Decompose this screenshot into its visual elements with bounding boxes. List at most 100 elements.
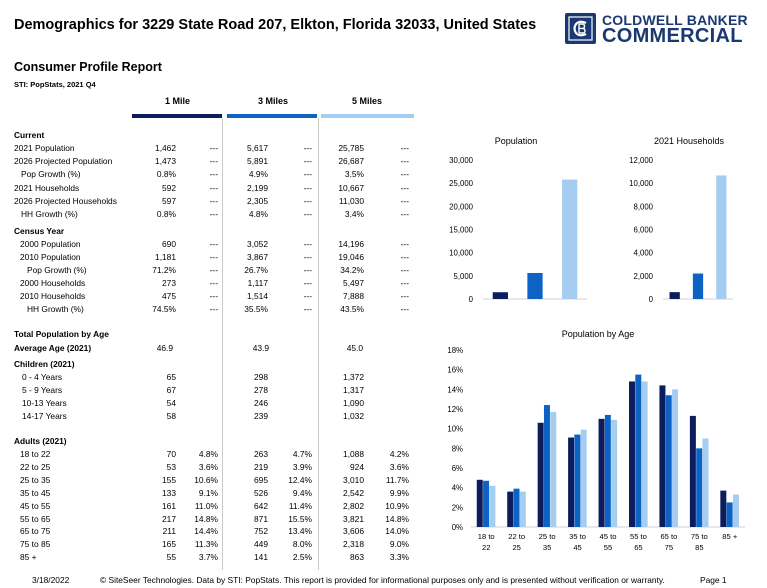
row-label: 22 to 25	[20, 461, 51, 472]
cell-pct-3-miles: ---	[303, 195, 312, 206]
age-bar	[598, 418, 605, 527]
cell-1-mile: 67	[166, 384, 176, 395]
households-chart: 2021 Households 0 2,000 4,000 6,000 8,000 10,0…	[629, 136, 733, 304]
age-bar	[513, 488, 520, 527]
bar-1-mile	[492, 292, 508, 299]
row-label: 0 - 4 Years	[22, 372, 63, 382]
cell-1-mile: 211	[162, 526, 176, 537]
cell-5-miles: 863	[350, 552, 364, 563]
cell-pct-1-mile: 14.4%	[194, 526, 218, 537]
row-label: 2000 Population	[20, 239, 81, 249]
logo-mark-icon	[565, 13, 596, 44]
section-adults: Adults (2021)	[14, 436, 67, 446]
age-bar	[689, 415, 696, 527]
row-label: 85 +	[20, 552, 37, 563]
cell-1-mile: 161	[162, 500, 176, 511]
cell-pct-1-mile: ---	[209, 290, 218, 301]
age-bar	[672, 389, 679, 527]
cell-pct-5-miles: ---	[400, 239, 409, 249]
cell-pct-5-miles: 3.6%	[389, 461, 409, 472]
cell-pct-5-miles: ---	[400, 303, 409, 314]
cell-5-miles: 1,090	[343, 397, 364, 408]
age-bar	[665, 395, 672, 527]
age-bar	[628, 381, 635, 527]
cell-1-mile: 165	[162, 539, 176, 550]
row-label: 65 to 75	[20, 526, 51, 537]
cell-pct-3-miles: ---	[303, 277, 312, 288]
column-divider	[318, 118, 319, 570]
cell-5-miles: 26,687	[338, 156, 364, 167]
age-bar	[726, 502, 733, 527]
row-label: 2026 Projected Population	[14, 156, 113, 167]
cell-pct-5-miles: ---	[400, 277, 409, 288]
x-tick-label-top: 75 to	[691, 532, 708, 541]
cell-pct-1-mile: ---	[209, 277, 218, 288]
row-label: 55 to 65	[20, 513, 51, 524]
cell-5-miles: 11,030	[339, 195, 364, 206]
cell-5-miles: 1,088	[343, 449, 364, 459]
cell-pct-3-miles: 4.7%	[292, 449, 312, 459]
column-divider	[222, 118, 223, 570]
y-tick-label: 18%	[447, 346, 463, 355]
cell-pct-5-miles: 14.0%	[385, 526, 409, 537]
cell-pct-5-miles: ---	[400, 290, 409, 301]
y-tick-label: 10,000	[629, 179, 654, 188]
y-tick-label: 20,000	[449, 202, 474, 211]
y-tick-label: 16%	[447, 366, 463, 375]
age-bar	[611, 419, 618, 527]
bar-3-miles	[527, 272, 543, 299]
population-chart: Population 0 5,000 10,000 15,000 20,000 25,000…	[449, 136, 587, 304]
cell-1-mile: 1,181	[155, 251, 176, 262]
y-tick-label: 10%	[447, 425, 463, 434]
cell-1-mile: 55	[166, 552, 176, 563]
cell-pct-1-mile: ---	[209, 156, 218, 167]
cell-pct-1-mile: 9.1%	[198, 487, 218, 498]
cell-pct-3-miles: 11.4%	[288, 500, 312, 511]
cell-1-mile: 273	[162, 277, 176, 288]
cell-pct-1-mile: ---	[209, 264, 218, 275]
cell-1-mile: 1,462	[155, 143, 176, 153]
col-header-1-mile: 1 Mile	[165, 96, 191, 106]
section-current: Current	[14, 130, 45, 140]
x-tick-label-top: 35 to	[569, 532, 586, 541]
cell-pct-3-miles: ---	[303, 290, 312, 301]
cell-pct-1-mile: ---	[209, 239, 218, 249]
row-label: 25 to 35	[20, 474, 51, 485]
age-bar	[550, 411, 557, 527]
chart-title: Population	[495, 136, 538, 146]
cell-pct-1-mile: ---	[209, 195, 218, 206]
cell-pct-5-miles: 14.8%	[385, 513, 409, 524]
y-tick-label: 6%	[452, 464, 463, 473]
cell-3-miles: 246	[254, 397, 268, 408]
cell-pct-3-miles: ---	[303, 143, 312, 153]
cell-pct-1-mile: 11.3%	[194, 539, 218, 550]
col-header-3-miles: 3 Miles	[258, 96, 289, 106]
cell-pct-1-mile: 10.6%	[194, 474, 218, 485]
cell-pct-1-mile: ---	[209, 209, 218, 219]
y-tick-label: 25,000	[449, 179, 474, 188]
cell-pct-1-mile: 3.6%	[198, 461, 218, 472]
cell-3-miles: 298	[254, 372, 268, 382]
y-tick-label: 8%	[452, 444, 463, 453]
cell-1-mile: 1,473	[155, 156, 176, 167]
cell-pct-1-mile: ---	[209, 182, 218, 193]
cell-1-mile: 71.2%	[152, 264, 176, 275]
x-tick-label-bottom: 22	[482, 543, 490, 552]
cell-3-miles: 3,867	[247, 251, 268, 262]
cell-3-miles: 871	[254, 513, 268, 524]
cell-3-miles: 5,617	[247, 143, 268, 153]
cell-5-miles: 924	[350, 461, 364, 472]
cell-pct-5-miles: ---	[400, 169, 409, 180]
y-tick-label: 6,000	[633, 226, 653, 235]
cell-pct-3-miles: ---	[303, 251, 312, 262]
x-tick-label-top: 55 to	[630, 532, 647, 541]
age-chart-group: Population by Age 0% 2% 4% 6% 8% 10% 12% 14% 16% 1…	[447, 329, 745, 552]
y-tick-label: 2,000	[633, 272, 653, 281]
y-tick-label: 0	[469, 295, 474, 304]
cell-pct-3-miles: 13.4%	[288, 526, 312, 537]
x-tick-label: 85 +	[722, 532, 738, 541]
logo-line1: COLDWELL BANKER	[602, 12, 748, 28]
y-tick-label: 4%	[452, 484, 463, 493]
cell-5-miles: 3.5%	[344, 169, 364, 180]
row-label: 35 to 45	[20, 487, 51, 498]
